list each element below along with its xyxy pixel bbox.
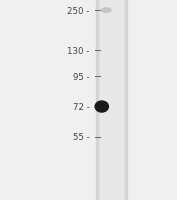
- Text: 250 -: 250 -: [67, 7, 89, 15]
- Bar: [96, 0, 127, 200]
- Text: 130 -: 130 -: [67, 47, 89, 55]
- Ellipse shape: [101, 9, 111, 13]
- Text: 95 -: 95 -: [73, 73, 89, 81]
- Text: 72 -: 72 -: [73, 103, 89, 111]
- Bar: [99, 0, 124, 200]
- Text: 55 -: 55 -: [73, 133, 89, 141]
- Bar: [100, 0, 123, 200]
- Ellipse shape: [95, 102, 108, 112]
